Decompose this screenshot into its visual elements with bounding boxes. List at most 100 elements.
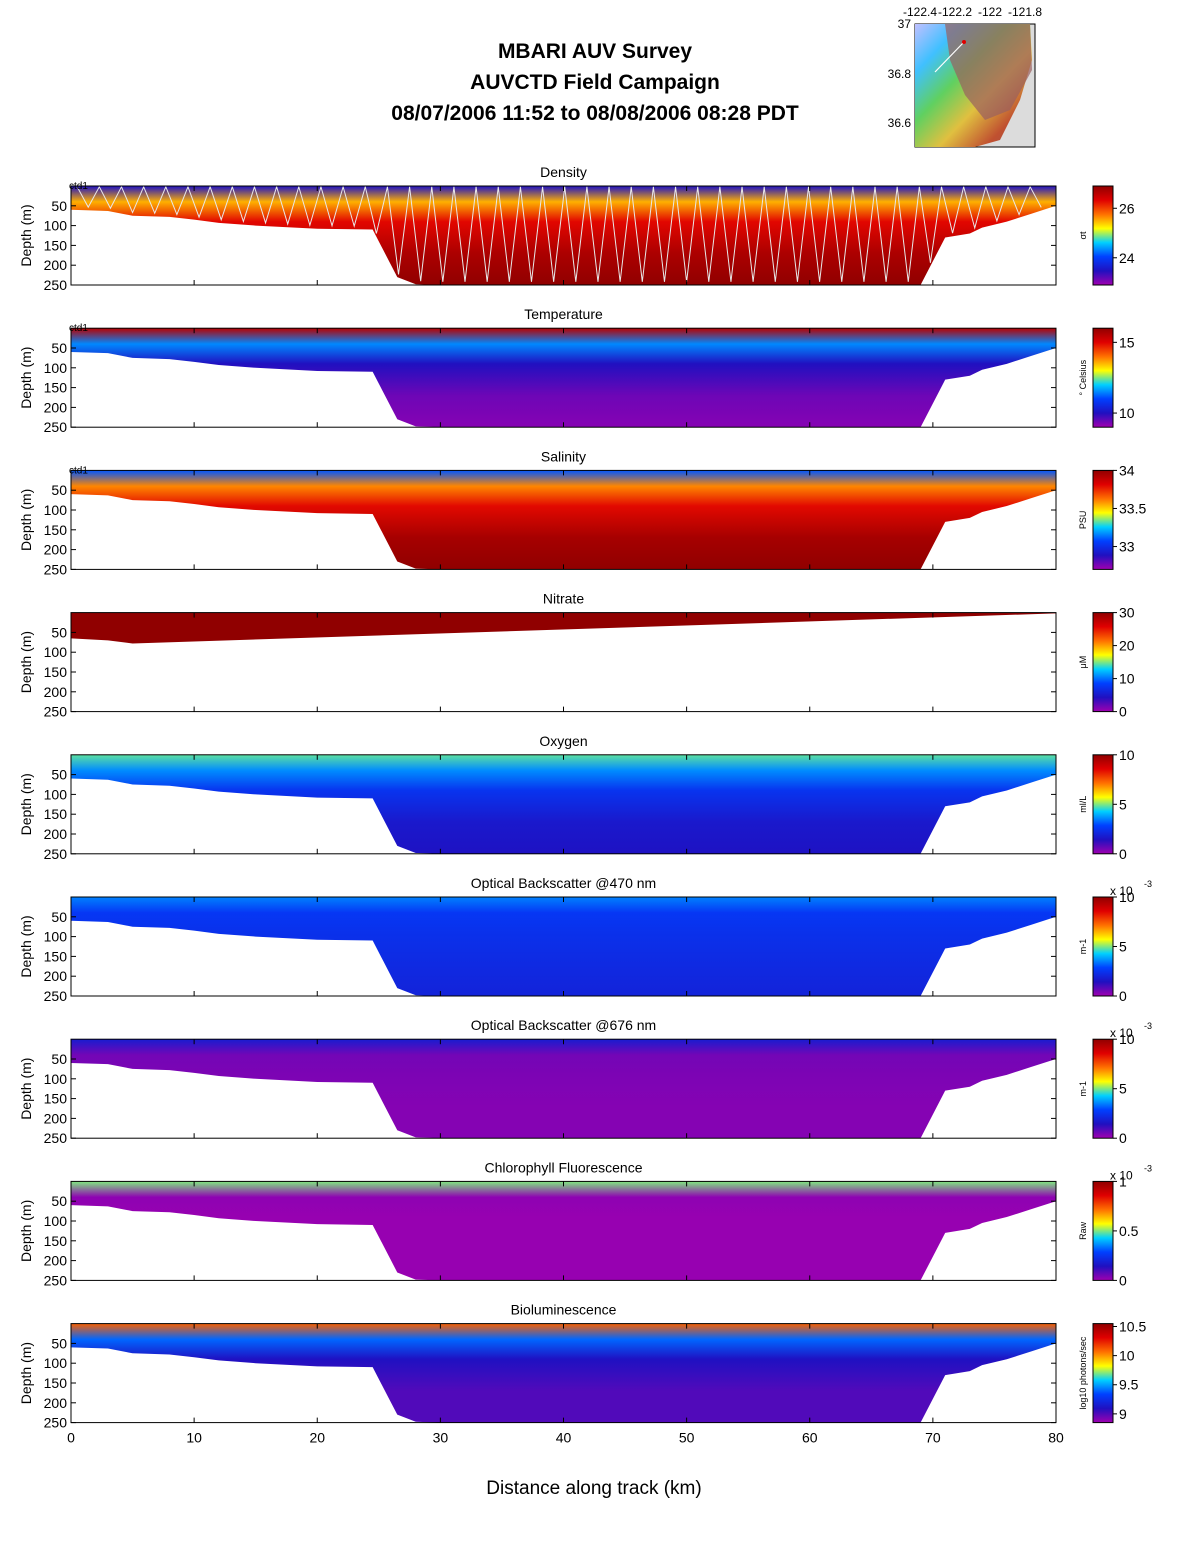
y-tick-label: 200 [44,826,68,842]
y-tick-label: 150 [44,664,68,680]
map-x-tick-label: -122 [978,5,1002,19]
panel-title: Density [540,164,587,180]
colorbar-tick-label: 34 [1119,462,1135,478]
colorbar-exponent-power: -3 [1144,1021,1152,1031]
colorbar [1092,327,1114,428]
y-tick-label: 250 [44,1130,68,1146]
y-tick-label: 200 [44,1253,68,1269]
y-tick-label: 100 [44,502,68,518]
x-tick-label: 70 [925,1430,941,1446]
panel-title: Oxygen [539,733,587,749]
y-tick-label: 100 [44,644,68,660]
y-tick-label: 150 [44,1375,68,1391]
y-tick-label: 200 [44,1395,68,1411]
colorbar [1092,1323,1114,1424]
y-tick-label: 150 [44,237,68,253]
colorbar [1092,469,1114,570]
map-y-tick-label: 36.8 [888,67,912,81]
y-axis-label: Depth (m) [18,631,34,693]
x-tick-label: 0 [67,1430,75,1446]
y-tick-label: 50 [51,1193,67,1209]
colorbar-exponent-power: -3 [1144,879,1152,889]
section-field [71,328,1056,428]
panel-chlorophyll-fluorescence: Chlorophyll Fluorescence 50 100 150 200 250 De… [18,1159,1152,1288]
y-tick-label: 50 [51,340,67,356]
track-label: ctd1 [69,323,88,334]
y-tick-label: 250 [44,1415,68,1431]
y-axis-label: Depth (m) [18,915,34,977]
colorbar-exponent: x 10 [1110,884,1133,898]
colorbar-units: σt [1078,231,1088,240]
colorbar-tick-label: 0 [1119,1272,1127,1288]
y-tick-label: 50 [51,767,67,783]
map-x-tick-label: -122.4 [903,5,937,19]
x-tick-label: 40 [556,1430,572,1446]
x-tick-label: 20 [309,1430,325,1446]
y-tick-label: 150 [44,948,68,964]
panel-title: Nitrate [543,591,584,607]
figure-title: MBARI AUV Survey AUVCTD Field Campaign 0… [340,36,850,129]
colorbar-units: log10 photons/sec [1078,1336,1088,1410]
panel-title: Optical Backscatter @470 nm [471,875,656,891]
y-tick-label: 100 [44,218,68,234]
panel-bioluminescence: Bioluminescence 50 100 150 200 250 Depth (m) 9 9… [18,1302,1146,1431]
colorbar-tick-label: 0 [1119,704,1127,720]
survey-endpoint [962,40,966,44]
y-tick-label: 50 [51,624,67,640]
section-field [71,612,1056,644]
colorbar-units: PSU [1078,511,1088,530]
map-x-tick-label: -121.8 [1008,5,1042,19]
x-tick-label: 80 [1048,1430,1064,1446]
colorbar [1092,754,1114,855]
y-axis-label: Depth (m) [18,204,34,266]
panel-nitrate: Nitrate 50 100 150 200 250 Depth (m) 0 10 20 30 μM [18,591,1135,720]
y-axis-label: Depth (m) [18,1342,34,1404]
section-field [71,186,1056,285]
y-tick-label: 100 [44,929,68,945]
section-field [71,1039,1056,1139]
colorbar-tick-label: 10 [1119,889,1135,905]
title-line-3: 08/07/2006 11:52 to 08/08/2006 08:28 PDT [391,102,799,125]
colorbar-tick-label: 1 [1119,1173,1127,1189]
panel-title: Bioluminescence [511,1302,617,1318]
colorbar-tick-label: 33 [1119,539,1135,555]
y-axis-label: Depth (m) [18,347,34,409]
y-tick-label: 150 [44,522,68,538]
colorbar-tick-label: 9.5 [1119,1377,1139,1393]
colorbar-exponent: x 10 [1110,1026,1133,1040]
colorbar-tick-label: 30 [1119,605,1135,621]
colorbar-tick-label: 10 [1119,1031,1135,1047]
colorbar [1092,896,1114,997]
y-tick-label: 250 [44,1272,68,1288]
y-tick-label: 50 [51,482,67,498]
colorbar-exponent-power: -3 [1144,1163,1152,1173]
colorbar-tick-label: 15 [1119,334,1135,350]
section-field [71,1181,1056,1281]
land-highland [945,24,1032,120]
y-tick-label: 250 [44,561,68,577]
y-tick-label: 250 [44,704,68,720]
colorbar-units: ° Celsius [1078,359,1088,395]
y-axis-label: Depth (m) [18,489,34,551]
y-tick-label: 250 [44,419,68,435]
panel-oxygen: Oxygen 50 100 150 200 250 Depth (m) 0 5 10 ml/L [18,733,1135,862]
y-tick-label: 50 [51,909,67,925]
section-field [71,1323,1056,1423]
colorbar-tick-label: 24 [1119,250,1135,266]
y-tick-label: 250 [44,988,68,1004]
x-tick-label: 30 [433,1430,449,1446]
x-tick-label: 50 [679,1430,695,1446]
section-field [71,470,1056,570]
colorbar-tick-label: 0.5 [1119,1223,1139,1239]
inset-map: -122.4 -122.2 -122 -121.8 37 36.8 36.6 [888,5,1042,148]
colorbar-exponent: x 10 [1110,1168,1133,1182]
title-line-2: AUVCTD Field Campaign [470,71,720,94]
survey-track [934,41,965,73]
colorbar-tick-label: 9 [1119,1406,1127,1422]
y-tick-label: 250 [44,846,68,862]
title-line-1: MBARI AUV Survey [497,40,693,63]
y-tick-label: 200 [44,399,68,415]
y-tick-label: 100 [44,1355,68,1371]
